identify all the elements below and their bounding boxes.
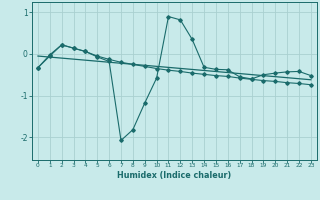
X-axis label: Humidex (Indice chaleur): Humidex (Indice chaleur) xyxy=(117,171,232,180)
